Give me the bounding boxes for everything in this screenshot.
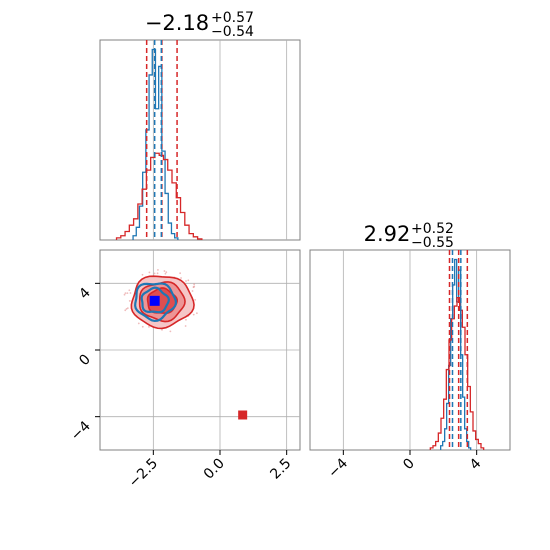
marginal-frame-param-1 bbox=[99, 39, 301, 241]
scatter-point bbox=[124, 309, 127, 312]
x-tick-label-0: −4 bbox=[325, 455, 351, 481]
scatter-point bbox=[141, 273, 144, 276]
scatter-point bbox=[124, 292, 127, 295]
title-median-param-1: −2.18 bbox=[145, 11, 209, 35]
x-tick-label-2: 4 bbox=[467, 455, 485, 473]
joint-contours bbox=[123, 269, 248, 420]
scatter-point bbox=[125, 308, 128, 310]
x-tick-label-1: 0 bbox=[400, 456, 418, 474]
scatter-point bbox=[192, 286, 195, 289]
title-median-param-2: 2.92 bbox=[364, 222, 411, 246]
scatter-point bbox=[128, 300, 131, 302]
marginal-histograms-param-1 bbox=[115, 48, 203, 240]
outlier-point bbox=[238, 410, 248, 420]
joint-y-ticks: 4 0 −4 bbox=[68, 282, 100, 444]
scatter-point bbox=[156, 272, 159, 275]
x-tick-label-0: −2.5 bbox=[126, 456, 161, 491]
scatter-point bbox=[161, 328, 163, 331]
scatter-point bbox=[179, 272, 182, 275]
contour-blue-level-0 bbox=[134, 282, 178, 323]
scatter-point bbox=[141, 325, 144, 328]
joint-panel: 4 0 −4 −2.5 0.0 2.5 bbox=[68, 249, 301, 491]
scatter-point bbox=[193, 283, 196, 286]
contour-red-level-2 bbox=[146, 287, 178, 315]
param-1-hist-series-1 bbox=[115, 152, 203, 240]
scatter-point bbox=[180, 277, 182, 279]
scatter-point bbox=[128, 289, 131, 292]
title-param-2: 2.92 bbox=[364, 222, 411, 246]
joint-grid bbox=[100, 250, 300, 450]
truth-marker-0 bbox=[149, 295, 160, 306]
scatter-point bbox=[164, 272, 167, 275]
scatter-point bbox=[163, 270, 166, 272]
marginal-x-ticks-param-2: −4 0 4 bbox=[325, 450, 485, 481]
contour-blue-level-1 bbox=[140, 286, 170, 314]
x-tick-label-1: 0.0 bbox=[201, 456, 228, 483]
title-param-1: −2.18 bbox=[145, 11, 209, 35]
y-tick-label-0: 4 bbox=[76, 285, 94, 303]
title-minus-param-1: −0.54 bbox=[211, 24, 254, 40]
marginal-panel-param-1: −2.18 +0.57 −0.54 bbox=[99, 10, 301, 241]
scatter-point bbox=[126, 307, 129, 310]
title-minus-param-2: −0.55 bbox=[411, 235, 454, 251]
param-2-hist-series-1 bbox=[429, 296, 485, 450]
title-plus-param-2: +0.52 bbox=[411, 221, 454, 237]
scatter-point bbox=[192, 313, 195, 316]
scatter-point bbox=[187, 279, 190, 282]
x-tick-label-2: 2.5 bbox=[267, 456, 294, 483]
scatter-point bbox=[165, 271, 168, 274]
scatter-point bbox=[194, 298, 197, 301]
joint-x-ticks: −2.5 0.0 2.5 bbox=[126, 450, 294, 491]
scatter-point bbox=[169, 330, 172, 333]
param-1-hist-series-0 bbox=[132, 48, 179, 240]
quantile-lines-param-1 bbox=[145, 40, 178, 240]
scatter-point bbox=[184, 325, 187, 327]
scatter-point bbox=[153, 272, 156, 275]
scatter-point bbox=[126, 292, 129, 295]
scatter-point bbox=[195, 312, 198, 315]
quantile-lines-param-2 bbox=[448, 250, 469, 450]
y-tick-label-1: 0 bbox=[76, 352, 94, 370]
title-plus-param-1: +0.57 bbox=[211, 10, 254, 26]
marginal-panel-param-2: −4 0 4 2.92 +0.52 −0.55 bbox=[309, 221, 511, 481]
marginal-grid-param-2 bbox=[342, 250, 478, 450]
marginal-histograms-param-2 bbox=[429, 258, 485, 450]
scatter-point bbox=[185, 280, 187, 282]
scatter-point bbox=[123, 293, 126, 296]
marginal-grid-param-1 bbox=[152, 40, 288, 240]
scatter-point bbox=[157, 269, 159, 271]
param-2-hist-series-0 bbox=[440, 258, 472, 450]
scatter-point bbox=[129, 292, 132, 294]
scatter-point bbox=[185, 318, 187, 321]
y-tick-label-2: −4 bbox=[68, 418, 94, 444]
scatter-point bbox=[137, 322, 140, 325]
scatter-point bbox=[148, 271, 151, 274]
scatter-point bbox=[191, 290, 194, 292]
scatter-point bbox=[148, 325, 150, 328]
